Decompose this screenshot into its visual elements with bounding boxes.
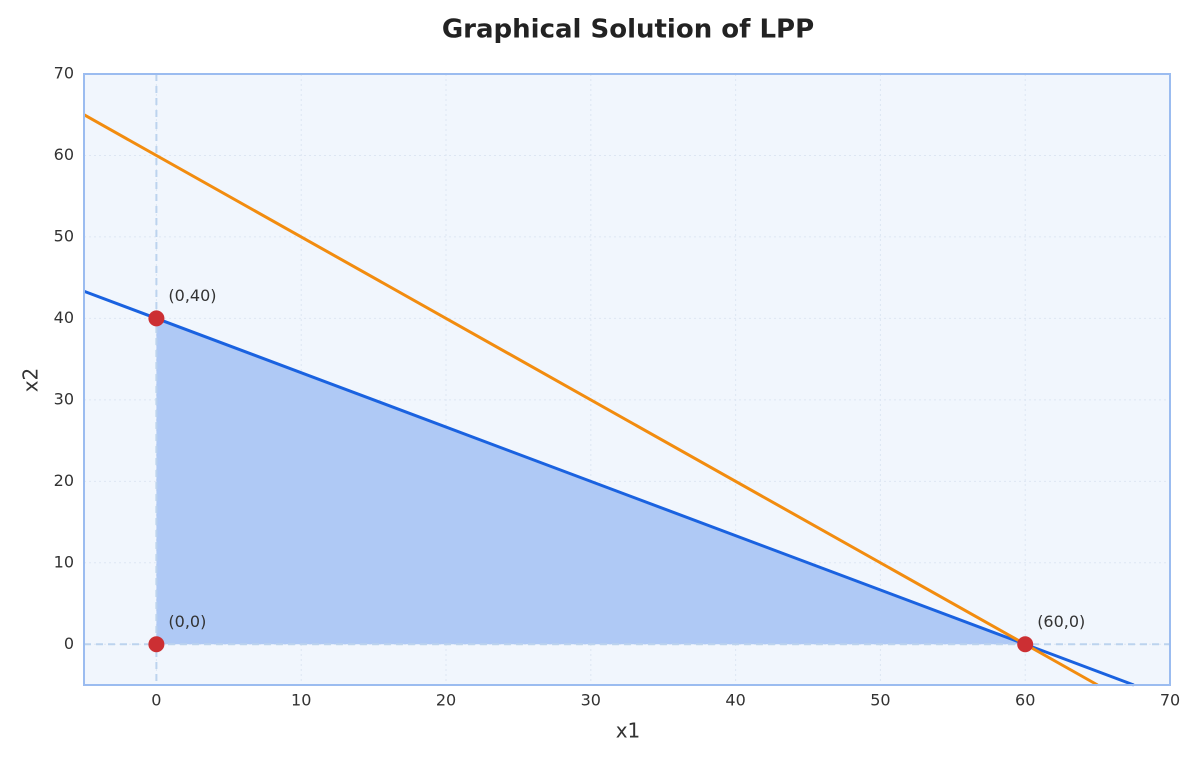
y-tick-label: 70 <box>54 64 74 83</box>
y-tick-label: 10 <box>54 552 74 571</box>
constraint-line <box>83 289 1135 687</box>
corner-point <box>1017 636 1034 653</box>
point-label: (0,0) <box>168 612 206 631</box>
x-tick-label: 70 <box>1160 691 1180 710</box>
point-label: (0,40) <box>168 286 216 305</box>
corner-point <box>148 310 165 327</box>
point-label: (60,0) <box>1037 612 1085 631</box>
corner-point <box>148 636 165 653</box>
y-tick-label: 0 <box>64 634 74 653</box>
plot-border <box>83 73 1171 686</box>
constraint-line <box>83 113 1099 687</box>
y-tick-label: 20 <box>54 471 74 490</box>
y-tick-label: 60 <box>54 145 74 164</box>
chart-title: Graphical Solution of LPP <box>442 15 814 45</box>
x-tick-label: 20 <box>436 691 456 710</box>
x-tick-label: 50 <box>870 691 890 710</box>
y-tick-label: 40 <box>54 308 74 327</box>
x-tick-label: 40 <box>725 691 745 710</box>
y-tick-label: 50 <box>54 226 74 245</box>
x-tick-label: 60 <box>1015 691 1035 710</box>
x-axis-label: x1 <box>616 719 641 743</box>
y-tick-label: 30 <box>54 389 74 408</box>
x-tick-label: 30 <box>581 691 601 710</box>
x-tick-label: 10 <box>291 691 311 710</box>
y-axis-label: x2 <box>19 368 43 393</box>
x-tick-label: 0 <box>151 691 161 710</box>
